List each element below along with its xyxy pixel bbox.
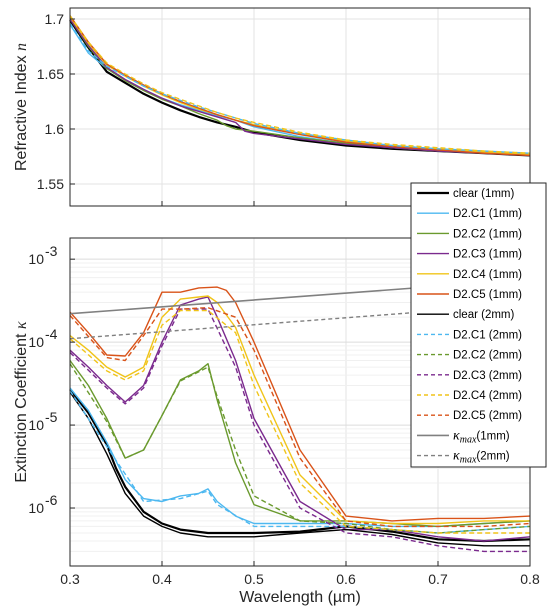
bottom-y-tick-exp-3: -3	[45, 243, 58, 259]
top-series-0	[69, 19, 531, 157]
legend-label-7: D2.C1 (2mm)	[453, 329, 522, 341]
legend: clear (1mm) D2.C1 (1mm) D2.C2 (1mm) D2.C3 (…	[410, 182, 547, 468]
top-series-6	[69, 23, 531, 154]
top-series-7	[69, 15, 531, 154]
x-axis-label: Wavelength (µm)	[239, 589, 361, 606]
bottom-series-4	[69, 295, 530, 525]
bottom-series-0	[69, 388, 531, 543]
bottom-y-tick-label-2: 10	[28, 334, 44, 350]
top-y-tick-label-2: 1.65	[37, 66, 64, 82]
x-tick-label-5: 0.8	[520, 571, 540, 587]
bottom-series-11	[69, 307, 531, 528]
legend-label-12: κmax(1mm)	[453, 428, 510, 445]
legend-label-9: D2.C3 (2mm)	[453, 370, 522, 382]
bottom-y-axis-label: Extinction Coefficient κ	[13, 321, 30, 483]
legend-label-4: D2.C4 (1mm)	[453, 269, 522, 281]
top-series-5	[69, 15, 531, 157]
bottom-y-ticks: 10-610-510-410-3	[28, 243, 75, 516]
x-tick-label-3: 0.6	[336, 571, 356, 587]
top-y-tick-label-3: 1.7	[45, 11, 65, 27]
bottom-series-10	[69, 309, 530, 534]
bottom-y-tick-label-1: 10	[28, 417, 44, 433]
x-tick-label-2: 0.5	[244, 571, 264, 587]
top-y-ticks: 1.55 1.6 1.65 1.7	[37, 11, 75, 192]
bottom-y-tick-exp-1: -5	[45, 409, 58, 425]
bottom-y-tick-exp-2: -4	[45, 326, 58, 342]
legend-label-10: D2.C4 (2mm)	[453, 390, 522, 402]
legend-label-8: D2.C2 (2mm)	[453, 350, 522, 362]
top-series-3	[69, 18, 531, 157]
legend-label-13: κmax(2mm)	[453, 449, 510, 466]
top-series	[69, 15, 531, 157]
legend-label-0: clear (1mm)	[453, 188, 515, 200]
bottom-series	[69, 278, 531, 553]
top-y-axis-symbol: n	[13, 43, 30, 51]
top-y-tick-label-1: 1.6	[45, 121, 65, 137]
legend-label-1: D2.C1 (1mm)	[453, 208, 522, 220]
extinction-coefficient-panel: 10-610-510-410-3 0.3 0.4 0.5 0.6 0.7 0.8 Exti…	[13, 201, 540, 606]
bottom-y-axis-label-text: Extinction Coefficient	[13, 333, 30, 483]
legend-label-5: D2.C5 (1mm)	[453, 289, 522, 301]
bottom-series-9	[69, 308, 530, 553]
legend-label-11: D2.C5 (2mm)	[453, 410, 522, 422]
x-tick-label-1: 0.4	[152, 571, 172, 587]
top-y-axis-label: Refractive Index n	[13, 43, 30, 171]
legend-label-6: clear (2mm)	[453, 309, 515, 321]
bottom-series-5	[69, 286, 531, 522]
bottom-y-tick-label-0: 10	[28, 500, 44, 516]
legend-label-3: D2.C3 (1mm)	[453, 249, 522, 261]
bottom-series-8	[69, 363, 531, 534]
bottom-y-tick-exp-0: -6	[45, 492, 58, 508]
x-tick-label-0: 0.3	[60, 571, 80, 587]
legend-entries: clear (1mm) D2.C1 (1mm) D2.C2 (1mm) D2.C3 (…	[417, 188, 522, 466]
refractive-index-panel: 1.55 1.6 1.65 1.7 Refractive Index n	[13, 7, 531, 207]
top-y-tick-label-0: 1.55	[37, 176, 64, 192]
top-y-axis-label-text: Refractive Index	[13, 55, 30, 171]
bottom-y-axis-symbol: κ	[13, 321, 30, 329]
bottom-y-tick-label-3: 10	[28, 251, 44, 267]
x-tick-label-4: 0.7	[428, 571, 448, 587]
bottom-series-6	[69, 391, 530, 547]
legend-label-2: D2.C2 (1mm)	[453, 228, 522, 240]
